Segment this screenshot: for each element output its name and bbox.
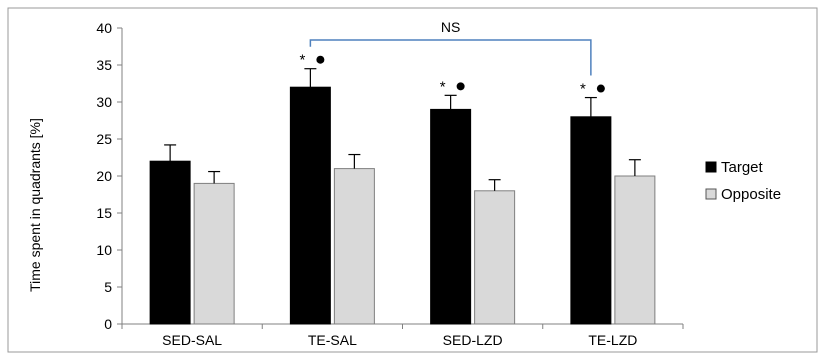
legend-label-target: Target (721, 159, 764, 176)
significance-asterisk: * (440, 78, 446, 95)
legend-swatch-opposite (705, 188, 717, 200)
y-tick-label: 20 (96, 168, 112, 184)
bar-target-te-sal (289, 86, 331, 325)
bar-opposite-te-sal (333, 168, 375, 325)
axes: 0 5 10 15 20 25 30 35 40 SED-SAL TE-SAL SED-LZD TE-L… (96, 20, 684, 348)
bar-target-te-lzd (570, 116, 612, 325)
bar-opposite-te-lzd (614, 175, 656, 325)
legend: Target Opposite (705, 159, 781, 203)
y-tick-label: 35 (96, 57, 112, 73)
y-tick-label: 15 (96, 205, 112, 221)
y-axis-title: Time spent in quadrants [%] (27, 118, 43, 292)
significance-asterisk: * (299, 52, 305, 69)
error-bars (164, 68, 641, 191)
y-tick-label: 30 (96, 94, 112, 110)
significance-asterisk: * (580, 81, 586, 98)
chart-border (7, 7, 818, 353)
bar-target-sed-lzd (430, 108, 472, 325)
bar-target-sed-sal (149, 160, 191, 325)
y-tick-label: 10 (96, 242, 112, 258)
legend-label-opposite: Opposite (721, 186, 781, 203)
y-tick-label: 0 (104, 316, 112, 332)
bar-opposite-sed-lzd (474, 190, 516, 325)
x-tick-label: TE-SAL (308, 332, 357, 348)
x-tick-label: SED-SAL (162, 332, 222, 348)
annotations: * * * NS (299, 19, 605, 98)
significance-dot (596, 84, 605, 93)
ns-bracket-label: NS (441, 19, 460, 35)
bar-opposite-sed-sal (193, 182, 235, 325)
x-tick-label: TE-LZD (588, 332, 637, 348)
legend-swatch-target (705, 161, 717, 173)
y-tick-label: 5 (104, 279, 112, 295)
x-tick-label: SED-LZD (443, 332, 503, 348)
y-tick-label: 40 (96, 20, 112, 36)
significance-dot (316, 55, 325, 64)
ns-bracket (309, 39, 592, 76)
significance-dot (456, 82, 465, 91)
y-tick-label: 25 (96, 131, 112, 147)
